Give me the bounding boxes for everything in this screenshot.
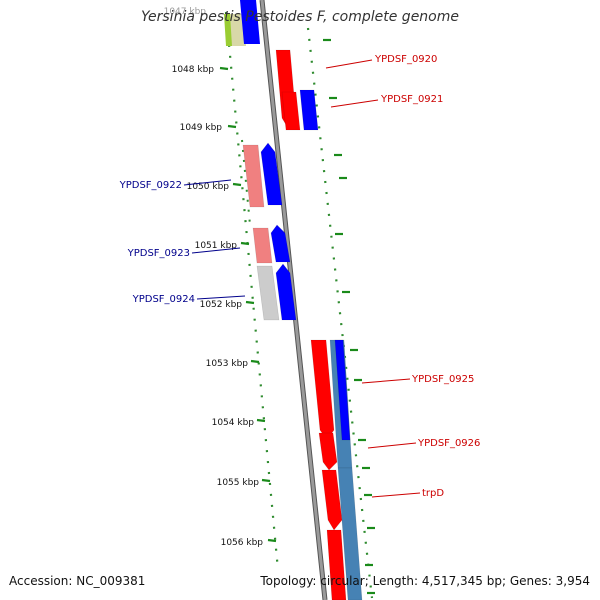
genome-title: Yersinia pestis Pestoides F, complete ge… bbox=[141, 9, 459, 25]
genes-value: 3,954 bbox=[555, 574, 590, 588]
scale-tick-label: 1056 kbp bbox=[221, 538, 264, 548]
blue-gene-overlap bbox=[334, 339, 351, 441]
steel-gene-b bbox=[337, 467, 363, 600]
gene-YPDSF_0924-b bbox=[275, 263, 297, 321]
gene-label-leader bbox=[367, 442, 417, 449]
gene-label-leader bbox=[191, 247, 241, 254]
scale-tick-label: 1048 kbp bbox=[172, 65, 215, 75]
outer-dotted-guide bbox=[306, 27, 374, 599]
scale-tick bbox=[267, 538, 277, 543]
genome-backbone bbox=[259, 0, 328, 600]
gene-YPDSF_0921-a bbox=[281, 91, 301, 131]
scale-tick bbox=[256, 418, 266, 423]
gene-YPDSF_0922-b bbox=[260, 142, 283, 206]
gene-label: YPDSF_0921 bbox=[380, 94, 443, 105]
scale-tick-label: 1049 kbp bbox=[180, 123, 223, 133]
gene-label: YPDSF_0920 bbox=[374, 54, 437, 65]
gene-YPDSF_0921-b bbox=[299, 89, 319, 131]
topology-label: Topology: bbox=[260, 574, 317, 588]
gene-label-leader bbox=[371, 492, 421, 498]
topology-value: circular bbox=[320, 574, 365, 588]
gene-label-leader bbox=[183, 179, 232, 186]
gene-label: YPDSF_0925 bbox=[411, 374, 474, 385]
scale-tick bbox=[261, 478, 271, 483]
gene-label-leader bbox=[325, 59, 373, 69]
gene-label-leader bbox=[361, 378, 411, 384]
top-partial-gene-blue bbox=[240, 0, 260, 44]
scale-tick bbox=[227, 124, 237, 129]
gene-YPDSF_0922-a bbox=[242, 144, 265, 208]
accession-info: Accession: NC_009381 bbox=[9, 574, 145, 588]
gene-label: YPDSF_0923 bbox=[127, 248, 190, 259]
gene-YPDSF_0924-a bbox=[256, 265, 280, 321]
gene-features bbox=[224, 0, 363, 600]
gene-YPDSF_0926 bbox=[318, 432, 338, 471]
gene-downstream-partial bbox=[326, 529, 347, 600]
gene-YPDSF_0923-a bbox=[252, 227, 273, 264]
gene-label: YPDSF_0922 bbox=[119, 180, 182, 191]
scale-tick-label: 1051 kbp bbox=[195, 241, 238, 251]
gene-trpD bbox=[321, 469, 343, 531]
gene-label: YPDSF_0924 bbox=[132, 294, 195, 305]
length-value: 4,517,345 bp bbox=[421, 574, 502, 588]
scale-tick-label: 1055 kbp bbox=[217, 478, 260, 488]
genes-label: Genes: bbox=[509, 574, 552, 588]
length-label: Length: bbox=[372, 574, 419, 588]
scale-tick bbox=[232, 182, 242, 187]
gene-label-leader bbox=[330, 99, 379, 108]
scale-tick bbox=[250, 359, 260, 364]
reverse-track-dots bbox=[241, 139, 251, 226]
scale-tick-label: 1053 kbp bbox=[206, 359, 249, 369]
scale-ticks: 1048 kbp 1049 kbp 1050 kbp 1051 kbp 1052 kbp… bbox=[164, 7, 375, 595]
scale-tick bbox=[245, 300, 255, 305]
gene-labels: YPDSF_0920 YPDSF_0921 YPDSF_0922 YPDSF_0923… bbox=[119, 54, 481, 499]
scale-tick-label: 1050 kbp bbox=[187, 182, 230, 192]
accession-value: NC_009381 bbox=[76, 574, 146, 588]
gene-YPDSF_0925 bbox=[310, 339, 335, 441]
gene-label: YPDSF_0926 bbox=[417, 438, 480, 449]
scale-tick-label-partial: 1047 kbp bbox=[164, 7, 207, 17]
dotted-track-guides bbox=[224, 11, 374, 599]
scale-tick-label: 1054 kbp bbox=[212, 418, 255, 428]
genome-stats: Topology: circular; Length: 4,517,345 bp… bbox=[260, 574, 590, 588]
backbone-line bbox=[260, 0, 327, 600]
accession-label: Accession: bbox=[9, 574, 73, 588]
scale-tick bbox=[240, 241, 250, 246]
gene-YPDSF_0923-b bbox=[270, 224, 291, 263]
gene-label: trpD bbox=[422, 488, 444, 499]
scale-tick bbox=[219, 66, 229, 71]
scale-tick-label: 1052 kbp bbox=[200, 300, 243, 310]
gene-label-leader bbox=[196, 295, 246, 300]
